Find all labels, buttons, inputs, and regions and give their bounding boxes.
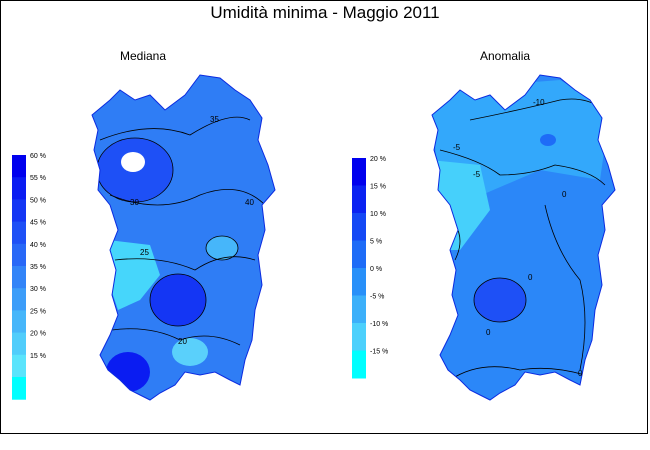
contour-label-mediana-1: 35 — [210, 115, 219, 124]
legend-anomalia-swatch-3 — [352, 240, 366, 269]
contour-label-anomalia-1: -10 — [533, 98, 545, 107]
legend-anomalia: 20 % 15 % 10 % 5 % 0 % -5 % -10 % -15 % — [352, 156, 388, 379]
contour-anomalia-2 — [439, 149, 606, 186]
legend-mediana-swatch-10 — [12, 377, 26, 400]
coastline-anomalia — [431, 74, 616, 401]
legend-mediana: 60 % 55 % 50 % 45 % 40 % 35 % 30 % 25 % 20 % 15 % — [12, 153, 46, 400]
contour-mediana-4 — [111, 328, 241, 346]
legend-mediana-swatch-3 — [12, 221, 26, 245]
region-center-dark-anomaly — [474, 278, 526, 322]
region-center-dark — [150, 274, 206, 326]
legend-mediana-swatch-7 — [12, 310, 26, 334]
region-nw-light — [121, 152, 145, 172]
legend-mediana-swatch-9 — [12, 354, 26, 378]
contour-anomalia-4 — [544, 204, 586, 371]
legend-anomalia-swatch-1 — [352, 185, 366, 214]
region-south-cyan — [172, 338, 208, 366]
contour-mediana-ring-3 — [205, 235, 239, 261]
legend-anomalia-swatch-6 — [352, 323, 366, 351]
contour-label-mediana-5: 20 — [178, 337, 187, 346]
panel-title-mediana: Mediana — [120, 49, 167, 63]
legend-mediana-label-2: 50 % — [30, 197, 46, 204]
legend-mediana-swatch-4 — [12, 243, 26, 267]
region-east-light — [206, 236, 238, 260]
legend-anomalia-swatch-4 — [352, 268, 366, 296]
contour-anomalia-5 — [449, 366, 586, 381]
contour-label-anomalia-2: -5 — [453, 143, 461, 152]
legend-anomalia-label-2: 10 % — [370, 211, 386, 218]
legend-anomalia-swatch-0 — [352, 158, 366, 186]
legend-mediana-label-8: 20 % — [30, 331, 46, 338]
contour-label-anomalia-7: 0 — [578, 369, 583, 378]
map-mediana: 35 30 40 25 20 — [91, 74, 276, 401]
legend-anomalia-label-1: 15 % — [370, 184, 386, 191]
legend-mediana-swatch-5 — [12, 266, 26, 289]
contour-label-mediana-2: 30 — [130, 198, 139, 207]
region-north-spot — [540, 134, 556, 146]
region-sw-dark — [106, 352, 150, 392]
legend-anomalia-label-0: 20 % — [370, 156, 386, 163]
legend-mediana-label-9: 15 % — [30, 353, 46, 360]
contour-mediana-3 — [114, 256, 256, 271]
legend-mediana-label-4: 40 % — [30, 242, 46, 249]
contour-label-anomalia-4: 0 — [562, 190, 567, 199]
contour-label-anomalia-3: -5 — [473, 170, 481, 179]
legend-anomalia-label-3: 5 % — [370, 239, 382, 246]
page-title: Umidità minima - Maggio 2011 — [210, 3, 440, 22]
contour-label-anomalia-6: 0 — [486, 328, 491, 337]
contour-anomalia-ring-1 — [473, 277, 527, 323]
legend-anomalia-label-7: -15 % — [370, 349, 388, 356]
legend-mediana-swatch-6 — [12, 288, 26, 311]
legend-anomalia-swatch-2 — [352, 213, 366, 241]
legend-anomalia-swatch-5 — [352, 295, 366, 324]
legend-mediana-swatch-2 — [12, 199, 26, 223]
contour-label-anomalia-5: 0 — [528, 273, 533, 282]
legend-mediana-swatch-8 — [12, 332, 26, 356]
legend-mediana-label-1: 55 % — [30, 175, 46, 182]
map-anomalia: -10 -5 -5 0 0 0 0 — [431, 74, 616, 401]
contour-mediana-ring-1 — [149, 273, 207, 327]
contour-label-mediana-3: 40 — [245, 198, 254, 207]
coastline-mediana — [91, 74, 276, 401]
legend-mediana-swatch-1 — [12, 177, 26, 200]
contour-label-mediana-4: 25 — [140, 248, 149, 257]
mediana-fields — [96, 116, 266, 392]
legend-mediana-swatch-0 — [12, 155, 26, 178]
legend-mediana-label-3: 45 % — [30, 220, 46, 227]
legend-anomalia-swatch-7 — [352, 350, 366, 379]
region-west-cyan — [108, 240, 160, 310]
contour-mediana-1 — [99, 116, 251, 141]
legend-anomalia-label-5: -5 % — [370, 294, 384, 301]
contour-mediana-2 — [109, 189, 266, 206]
legend-mediana-label-6: 30 % — [30, 286, 46, 293]
legend-mediana-label-0: 60 % — [30, 153, 46, 160]
legend-anomalia-label-6: -10 % — [370, 321, 388, 328]
anomalia-fields — [432, 80, 611, 381]
panel-title-anomalia: Anomalia — [480, 49, 531, 63]
legend-anomalia-label-4: 0 % — [370, 266, 382, 273]
legend-mediana-label-7: 25 % — [30, 308, 46, 315]
legend-mediana-label-5: 35 % — [30, 264, 46, 271]
